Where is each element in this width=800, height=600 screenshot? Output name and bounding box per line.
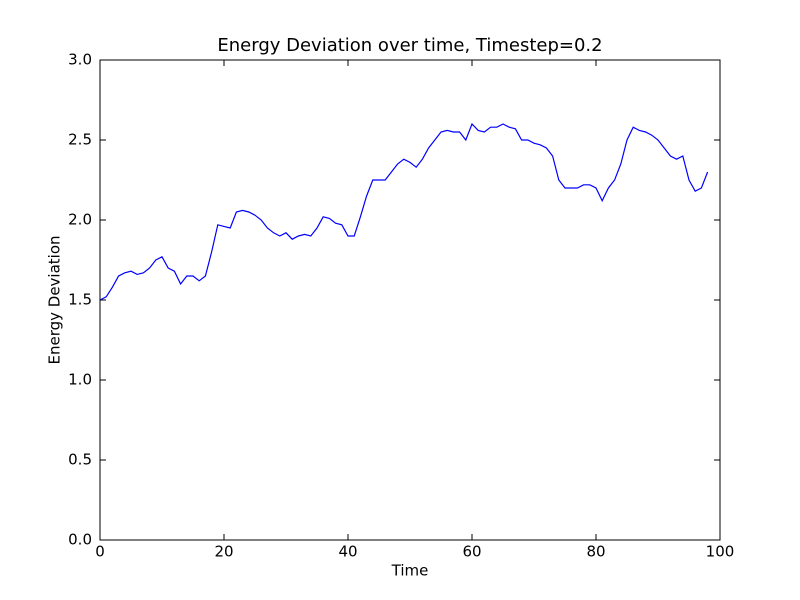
y-tick-label: 1.5: [68, 291, 92, 309]
x-axis-label: Time: [391, 562, 429, 580]
x-tick-label: 100: [706, 543, 735, 561]
x-tick-label: 60: [462, 543, 481, 561]
y-tick-label: 2.5: [68, 131, 92, 149]
x-tick-label: 0: [95, 543, 105, 561]
y-tick-label: 0.0: [68, 531, 92, 549]
x-tick-label: 40: [338, 543, 357, 561]
y-tick-label: 0.5: [68, 451, 92, 469]
y-tick-label: 3.0: [68, 51, 92, 69]
y-tick-label: 1.0: [68, 371, 92, 389]
x-tick-label: 80: [586, 543, 605, 561]
y-axis-label: Energy Deviation: [46, 235, 64, 364]
x-tick-label: 20: [214, 543, 233, 561]
y-tick-label: 2.0: [68, 211, 92, 229]
plot-frame: [99, 59, 721, 541]
line-series: [99, 122, 709, 301]
chart-title: Energy Deviation over time, Timestep=0.2: [217, 35, 602, 56]
